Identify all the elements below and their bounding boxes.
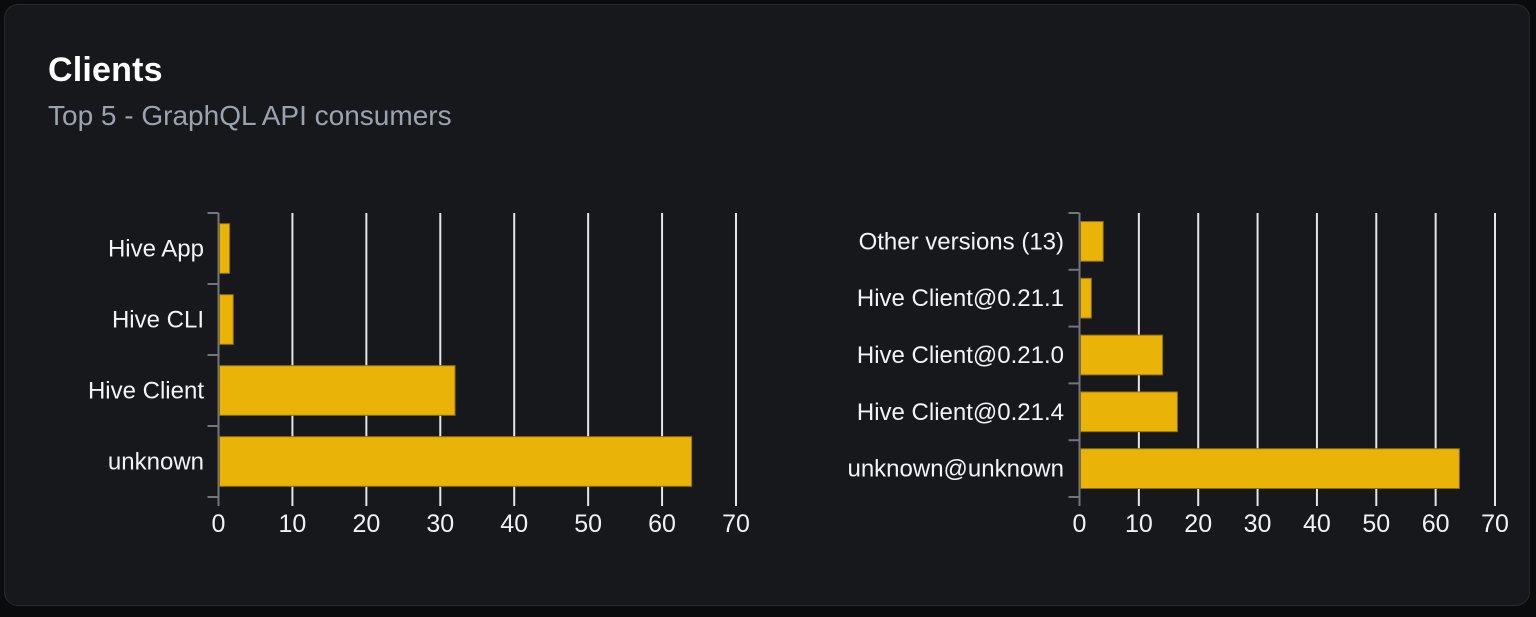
category-label: Hive Client@0.21.0	[857, 342, 1064, 369]
bar[interactable]	[219, 223, 231, 274]
x-tick-label: 10	[279, 510, 307, 538]
category-label: Hive Client	[88, 378, 204, 405]
bar[interactable]	[1080, 334, 1164, 376]
category-label: unknown@unknown	[847, 456, 1064, 483]
category-label: Hive Client@0.21.1	[857, 285, 1064, 312]
x-tick-label: 60	[1422, 510, 1450, 538]
bar[interactable]	[1080, 221, 1104, 262]
x-tick-label: 20	[1184, 510, 1212, 538]
bar-charts-canvas: 0 10 20 30 40 50 60 70 Hive App Hive CLI Hive Clie…	[88, 212, 1509, 538]
bar[interactable]	[1080, 391, 1178, 433]
bar[interactable]	[1080, 448, 1460, 489]
x-tick-label: 0	[212, 510, 226, 538]
category-label: Other versions (13)	[859, 228, 1064, 255]
clients-top5-chart: 0 10 20 30 40 50 60 70 Hive App Hive CLI Hive Clie…	[88, 212, 750, 538]
bar[interactable]	[1080, 277, 1092, 319]
x-tick-label: 70	[1481, 510, 1509, 538]
x-tick-label: 10	[1125, 510, 1153, 538]
card-subtitle: Top 5 - GraphQL API consumers	[48, 100, 452, 131]
x-tick-label: 30	[426, 510, 454, 538]
x-tick-label: 60	[648, 510, 676, 538]
x-tick-label: 40	[1303, 510, 1331, 538]
client-versions-top5-chart: 0 10 20 30 40 50 60 70 Other versions (13) Hive C…	[847, 212, 1509, 538]
bar[interactable]	[219, 365, 456, 416]
bar[interactable]	[219, 436, 693, 487]
category-label: Hive Client@0.21.4	[857, 399, 1064, 426]
x-tick-label: 40	[500, 510, 528, 538]
x-tick-label: 0	[1073, 510, 1087, 538]
bar[interactable]	[219, 294, 234, 345]
x-tick-label: 50	[1362, 510, 1390, 538]
category-label: Hive App	[108, 236, 204, 263]
x-tick-label: 20	[352, 510, 380, 538]
card-title: Clients	[48, 51, 163, 89]
x-tick-label: 50	[574, 510, 602, 538]
x-tick-label: 70	[722, 510, 750, 538]
category-label: Hive CLI	[112, 307, 204, 334]
clients-card: Clients Top 5 - GraphQL API consumers 0 1…	[4, 4, 1530, 606]
category-label: unknown	[108, 449, 204, 476]
x-tick-label: 30	[1244, 510, 1272, 538]
